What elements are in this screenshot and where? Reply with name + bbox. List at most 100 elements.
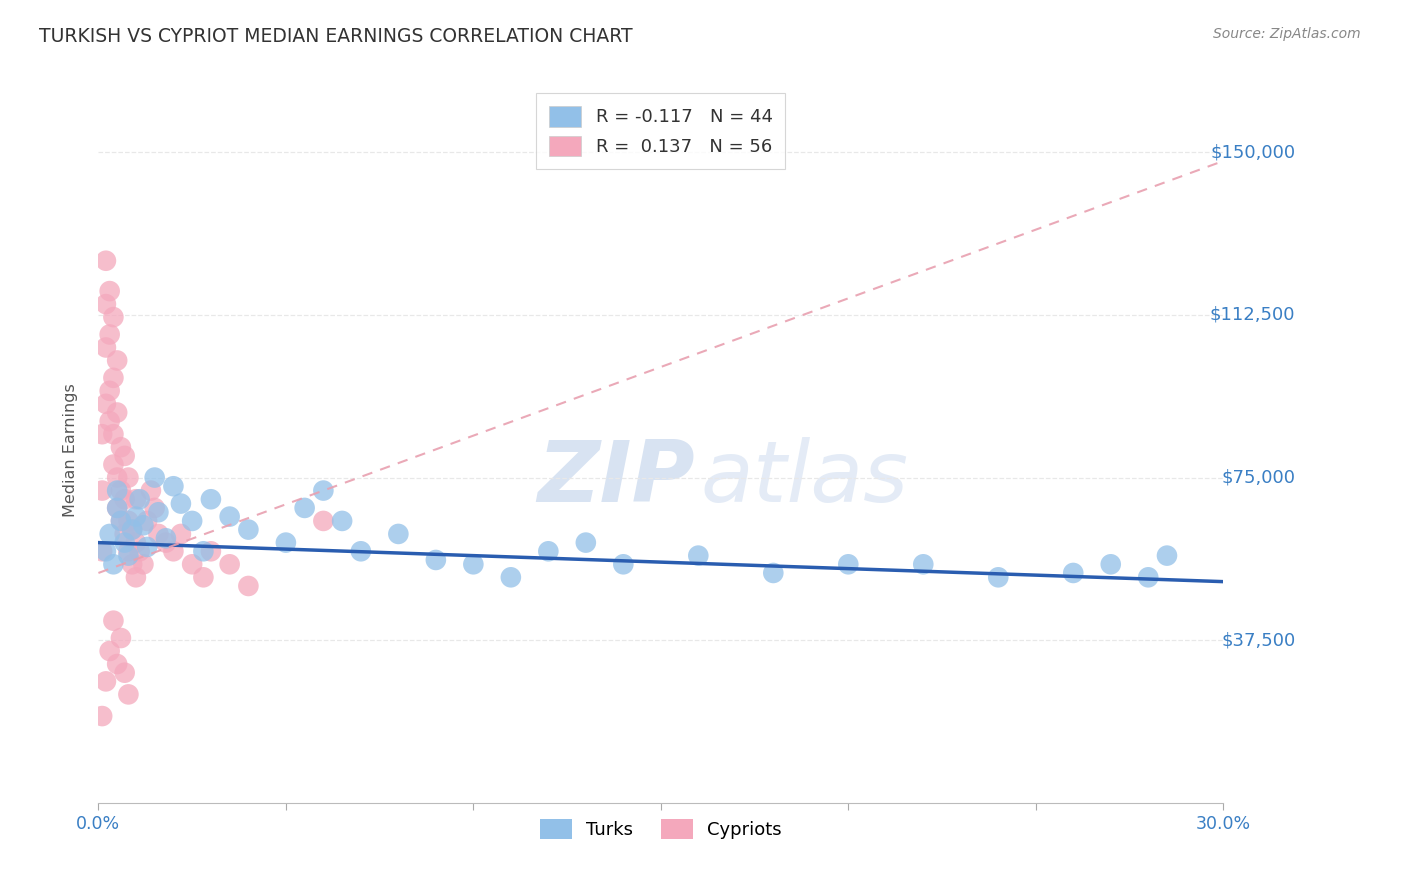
Point xyxy=(143,500,166,515)
Point xyxy=(98,414,121,428)
Point xyxy=(110,631,132,645)
Point xyxy=(274,535,297,549)
Point xyxy=(170,497,193,511)
Point xyxy=(218,558,240,572)
Point xyxy=(218,509,240,524)
Point xyxy=(312,514,335,528)
Point xyxy=(121,558,143,572)
Point xyxy=(387,527,409,541)
Point xyxy=(117,544,139,558)
Text: $37,500: $37,500 xyxy=(1222,632,1295,649)
Point xyxy=(162,544,184,558)
Point xyxy=(117,470,139,484)
Point xyxy=(94,341,117,355)
Point xyxy=(1099,558,1122,572)
Point xyxy=(1062,566,1084,580)
Text: Source: ZipAtlas.com: Source: ZipAtlas.com xyxy=(1213,27,1361,41)
Point xyxy=(98,384,121,398)
Legend: Turks, Cypriots: Turks, Cypriots xyxy=(533,812,789,847)
Point xyxy=(200,544,222,558)
Point xyxy=(114,535,136,549)
Point xyxy=(330,514,353,528)
Point xyxy=(103,427,125,442)
Point xyxy=(98,644,121,658)
Text: $112,500: $112,500 xyxy=(1211,306,1295,324)
Point xyxy=(98,284,121,298)
Point xyxy=(155,531,177,545)
Point xyxy=(1137,570,1160,584)
Point xyxy=(136,514,159,528)
Point xyxy=(114,492,136,507)
Point xyxy=(103,310,125,325)
Point xyxy=(91,544,114,558)
Point xyxy=(117,514,139,528)
Point xyxy=(148,527,170,541)
Point xyxy=(105,483,128,498)
Point xyxy=(612,558,634,572)
Point xyxy=(294,500,316,515)
Point xyxy=(94,253,117,268)
Point xyxy=(143,470,166,484)
Point xyxy=(121,523,143,537)
Point xyxy=(91,709,114,723)
Point xyxy=(110,514,132,528)
Point xyxy=(912,558,935,572)
Point xyxy=(155,535,177,549)
Point xyxy=(105,500,128,515)
Text: $150,000: $150,000 xyxy=(1211,144,1295,161)
Text: ZIP: ZIP xyxy=(537,437,695,520)
Point xyxy=(132,518,155,533)
Point xyxy=(762,566,785,580)
Point xyxy=(105,470,128,484)
Point xyxy=(128,544,150,558)
Point xyxy=(125,492,148,507)
Point xyxy=(103,371,125,385)
Point xyxy=(105,405,128,419)
Point xyxy=(114,449,136,463)
Point xyxy=(575,535,598,549)
Point xyxy=(200,492,222,507)
Point xyxy=(110,483,132,498)
Point xyxy=(238,523,260,537)
Text: TURKISH VS CYPRIOT MEDIAN EARNINGS CORRELATION CHART: TURKISH VS CYPRIOT MEDIAN EARNINGS CORRE… xyxy=(39,27,633,45)
Point xyxy=(139,483,162,498)
Point xyxy=(162,479,184,493)
Point xyxy=(98,327,121,342)
Point xyxy=(238,579,260,593)
Point xyxy=(117,687,139,701)
Point xyxy=(114,665,136,680)
Point xyxy=(110,440,132,454)
Point xyxy=(114,527,136,541)
Point xyxy=(987,570,1010,584)
Point xyxy=(181,558,204,572)
Point xyxy=(125,509,148,524)
Point xyxy=(110,514,132,528)
Point xyxy=(193,570,215,584)
Point xyxy=(350,544,373,558)
Text: atlas: atlas xyxy=(700,437,908,520)
Point xyxy=(117,549,139,563)
Point xyxy=(91,427,114,442)
Point xyxy=(312,483,335,498)
Point xyxy=(837,558,859,572)
Point xyxy=(125,570,148,584)
Y-axis label: Median Earnings: Median Earnings xyxy=(63,384,77,517)
Point xyxy=(170,527,193,541)
Point xyxy=(91,483,114,498)
Point xyxy=(105,500,128,515)
Point xyxy=(537,544,560,558)
Point xyxy=(98,527,121,541)
Point xyxy=(181,514,204,528)
Point xyxy=(148,505,170,519)
Point xyxy=(1156,549,1178,563)
Point xyxy=(193,544,215,558)
Point xyxy=(499,570,522,584)
Text: $75,000: $75,000 xyxy=(1222,468,1295,486)
Point xyxy=(105,353,128,368)
Point xyxy=(94,674,117,689)
Point xyxy=(688,549,710,563)
Point xyxy=(463,558,485,572)
Point xyxy=(94,397,117,411)
Point xyxy=(105,657,128,671)
Point xyxy=(94,544,117,558)
